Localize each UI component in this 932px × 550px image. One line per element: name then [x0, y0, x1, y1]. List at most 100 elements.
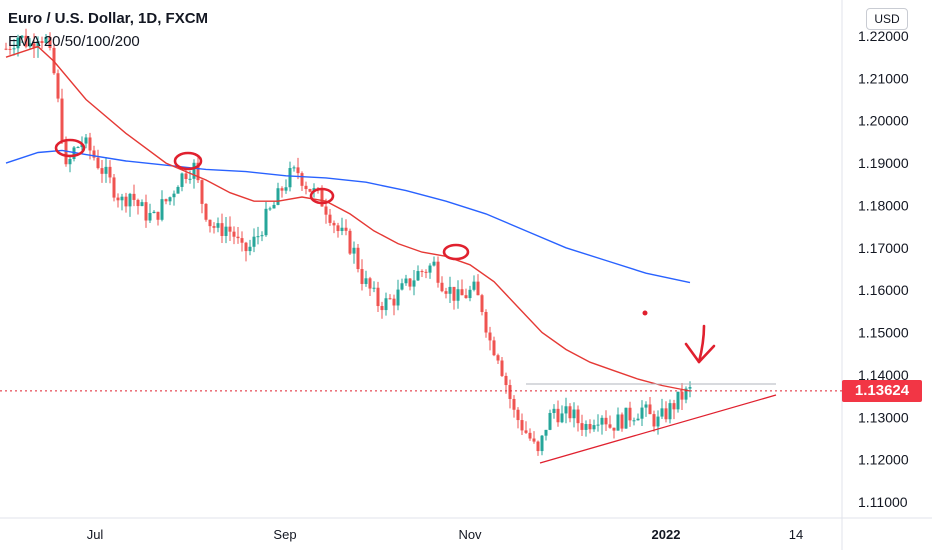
candle-body — [624, 407, 628, 429]
x-tick-label: 14 — [789, 527, 803, 542]
candle-body — [568, 406, 572, 419]
candle-body — [288, 168, 292, 188]
candle-body — [304, 185, 308, 190]
candle-body — [448, 286, 452, 294]
currency-button[interactable]: USD — [866, 8, 908, 30]
candle-body — [300, 173, 304, 186]
candle-body — [64, 141, 68, 165]
candle-body — [180, 173, 184, 187]
highlight-circle — [442, 243, 470, 261]
candle-body — [48, 36, 52, 48]
candle-body — [284, 187, 288, 191]
y-tick-label: 1.14000 — [858, 367, 909, 383]
candle-body — [344, 227, 348, 231]
candle-body — [336, 225, 340, 232]
candle-body — [380, 306, 384, 311]
candle-body — [516, 409, 520, 421]
down-arrow-head — [684, 342, 716, 364]
candle-body — [348, 230, 352, 254]
candle-body — [468, 289, 472, 299]
candle-body — [440, 282, 444, 292]
candle-body — [248, 246, 252, 252]
candle-body — [164, 199, 168, 202]
candle-body — [308, 189, 312, 192]
candle-body — [124, 196, 128, 207]
candle-body — [272, 204, 276, 209]
candle-body — [612, 427, 616, 431]
time-axis[interactable]: Jul Sep Nov 2022 14 — [87, 527, 804, 542]
candle-body — [408, 278, 412, 287]
candle-body — [636, 418, 640, 421]
candle-body — [276, 188, 280, 205]
symbol-title[interactable]: Euro / U.S. Dollar, 1D, FXCM — [8, 10, 209, 27]
candle-body — [576, 409, 580, 424]
candle-body — [444, 291, 448, 294]
candle-body — [28, 43, 32, 47]
candle-body — [128, 193, 132, 207]
candle-body — [632, 420, 636, 422]
y-tick-label: 1.21000 — [858, 70, 909, 86]
y-tick-label: 1.20000 — [858, 113, 909, 129]
y-tick-label: 1.12000 — [858, 452, 909, 468]
candle-body — [368, 278, 372, 289]
candle-body — [268, 208, 272, 210]
candle-body — [404, 278, 408, 284]
candle-body — [460, 289, 464, 296]
candle-body — [544, 429, 548, 436]
candle-body — [640, 407, 644, 419]
candle-body — [540, 435, 544, 452]
x-tick-label: Nov — [458, 527, 482, 542]
candle-body — [168, 197, 172, 202]
candle-body — [584, 424, 588, 430]
candle-body — [412, 280, 416, 287]
candle-body — [120, 196, 124, 201]
candle-body — [652, 414, 656, 427]
candle-body — [156, 211, 160, 220]
candle-body — [36, 41, 40, 48]
candle-body — [332, 222, 336, 226]
candle-body — [384, 298, 388, 311]
candle-body — [656, 416, 660, 427]
candle-body — [72, 147, 76, 160]
ema-slow-line — [5, 149, 691, 284]
candle-body — [32, 43, 36, 48]
x-tick-label: Jul — [87, 527, 104, 542]
candle-body — [488, 332, 492, 341]
candle-body — [456, 289, 460, 301]
candle-body — [252, 236, 256, 247]
candle-body — [56, 73, 60, 99]
candle-body — [4, 48, 8, 50]
last-price-label: 1.13624 — [842, 380, 922, 402]
candle-body — [620, 414, 624, 429]
candle-body — [360, 269, 364, 284]
candle-body — [416, 271, 420, 281]
candle-body — [260, 235, 264, 237]
candle-body — [392, 298, 396, 306]
candle-body — [672, 403, 676, 410]
candle-body — [224, 226, 228, 236]
candle-body — [616, 414, 620, 431]
y-tick-label: 1.13000 — [858, 409, 909, 425]
y-tick-label: 1.15000 — [858, 325, 909, 341]
candle-body — [520, 420, 524, 431]
candle-body — [356, 247, 360, 270]
price-axis[interactable]: 1.22000 1.21000 1.20000 1.19000 1.18000 1.170… — [858, 28, 909, 510]
candle-body — [648, 404, 652, 415]
candle-body — [660, 408, 664, 417]
indicator-legend[interactable]: EMA 20/50/100/200 — [8, 33, 140, 50]
candle-body — [296, 167, 300, 174]
candle-body — [680, 391, 684, 400]
highlight-circle — [54, 138, 86, 158]
candle-body — [96, 157, 100, 169]
candle-body — [324, 206, 328, 215]
candle-body — [232, 231, 236, 237]
candle-body — [216, 223, 220, 228]
candle-body — [176, 186, 180, 194]
candle-body — [136, 199, 140, 207]
candle-body — [388, 298, 392, 300]
candle-body — [8, 48, 12, 50]
candle-body — [572, 409, 576, 419]
y-tick-label: 1.19000 — [858, 155, 909, 171]
candle-body — [40, 41, 44, 43]
